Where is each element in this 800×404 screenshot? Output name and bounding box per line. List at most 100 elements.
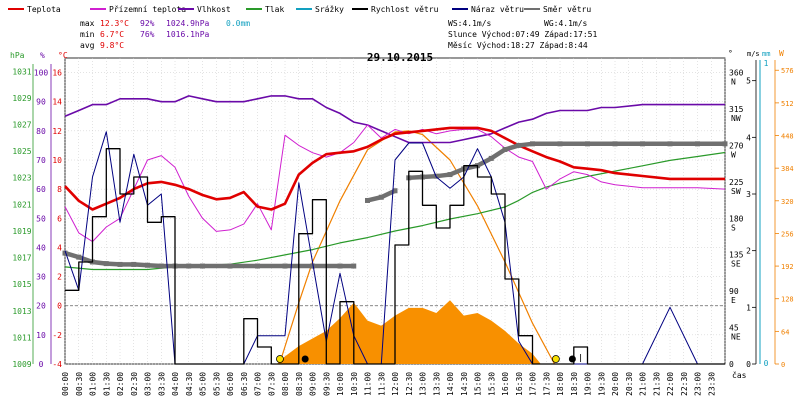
- tick-hpa: 1029: [12, 94, 31, 103]
- stats-moon: Měsíc Východ:18:27 Západ:8:44: [448, 41, 588, 50]
- stats-pressure: 1016.1hPa: [166, 30, 210, 39]
- series-line-temperature: [64, 126, 725, 211]
- moon-marker: [301, 355, 309, 363]
- stats-sun: Slunce Východ:07:49 Západ:17:51: [448, 30, 597, 39]
- tick-time: 08:30: [295, 372, 304, 396]
- stats-temp: 6.7°C: [100, 30, 124, 39]
- tick-hpa: 1025: [12, 147, 31, 156]
- tick-w: 0: [781, 361, 785, 369]
- tick-time: 19:30: [597, 372, 606, 396]
- radiation-area: [276, 300, 541, 364]
- tick-time: 11:30: [377, 372, 386, 396]
- tick-time: 14:00: [446, 372, 455, 396]
- sun-marker: [551, 355, 560, 363]
- axis-unit-deg: °: [728, 49, 733, 58]
- tick-c: 2: [57, 273, 62, 282]
- tick-hpa: 1023: [12, 174, 31, 183]
- tick-time: 02:00: [116, 372, 125, 396]
- tick-deg: 225: [729, 178, 744, 187]
- tick-time: 16:00: [501, 372, 510, 396]
- tick-time: 17:00: [529, 372, 538, 396]
- tick-time: 02:30: [130, 372, 139, 396]
- direction-segment: [366, 195, 382, 203]
- tick-mm: 0: [764, 359, 769, 368]
- stats-humidity: 92%: [140, 19, 155, 28]
- tick-deg: 180: [729, 214, 744, 223]
- tick-c: 14: [52, 98, 62, 107]
- tick-pct: 30: [36, 273, 46, 282]
- stats-pressure: 1024.9hPa: [166, 19, 210, 28]
- legend-label: Směr větru: [543, 5, 591, 14]
- legend-label: Srážky: [315, 5, 344, 14]
- tick-time: 09:00: [309, 372, 318, 396]
- tick-time: 05:00: [199, 372, 208, 396]
- tick-time: 15:30: [487, 372, 496, 396]
- tick-dir: N: [731, 78, 736, 87]
- tick-time: 08:00: [281, 372, 290, 396]
- axis-unit-hpa: hPa: [10, 51, 25, 60]
- tick-c: 8: [57, 185, 62, 194]
- tick-deg: 360: [729, 69, 744, 78]
- tick-ms: 3: [746, 190, 751, 199]
- tick-w: 64: [781, 328, 789, 336]
- legend-label: Teplota: [27, 5, 61, 14]
- tick-time: 12:30: [405, 372, 414, 396]
- stats-humidity: 76%: [140, 30, 155, 39]
- tick-time: 22:30: [680, 372, 689, 396]
- legend-label: Tlak: [265, 5, 284, 14]
- tick-time: 20:00: [611, 372, 620, 396]
- tick-deg: 270: [729, 141, 744, 150]
- direction-segment: [408, 174, 423, 181]
- tick-deg: 135: [729, 251, 744, 260]
- tick-time: 12:00: [391, 372, 400, 396]
- chart-title: 29.10.2015: [367, 51, 433, 64]
- tick-time: 23:30: [707, 372, 716, 396]
- tick-hpa: 1019: [12, 227, 31, 236]
- direction-segment: [106, 261, 121, 267]
- tick-time: 20:30: [625, 372, 634, 396]
- tick-c: -4: [52, 360, 62, 369]
- tick-deg: 0: [729, 360, 734, 369]
- tick-pct: 100: [34, 69, 49, 78]
- axis-unit-ms: m/s: [747, 50, 760, 58]
- tick-dir: NE: [731, 333, 741, 342]
- direction-segment: [518, 141, 533, 148]
- tick-time: 10:30: [350, 372, 359, 396]
- tick-time: 03:00: [144, 372, 153, 396]
- tick-time: 22:00: [666, 372, 675, 396]
- tick-time: 14:30: [460, 372, 469, 396]
- series-line-ground-temp: [64, 124, 726, 243]
- tick-pct: 40: [36, 243, 46, 252]
- tick-ms: 4: [746, 133, 751, 142]
- tick-time: 11:00: [364, 372, 373, 396]
- tick-deg: 90: [729, 287, 739, 296]
- tick-w: 384: [781, 165, 794, 173]
- tick-time: 18:00: [556, 372, 565, 396]
- direction-segment: [78, 255, 94, 265]
- tick-pct: 10: [36, 331, 46, 340]
- tick-time: 21:00: [639, 372, 648, 396]
- tick-c: 16: [52, 69, 62, 78]
- stats-ws: WS:4.1m/s: [448, 19, 492, 28]
- tick-c: 12: [52, 127, 62, 136]
- axis-unit-pct: %: [40, 51, 45, 60]
- tick-hpa: 1013: [12, 307, 31, 316]
- direction-segment: [92, 259, 107, 266]
- tick-hpa: 1015: [12, 280, 31, 289]
- tick-time: 10:00: [336, 372, 345, 396]
- axis-unit-w: W: [779, 49, 784, 58]
- direction-segment: [449, 166, 465, 177]
- tick-time: 09:30: [322, 372, 331, 396]
- tick-c: 0: [57, 302, 62, 311]
- moon-marker: [568, 355, 576, 363]
- tick-pct: 60: [36, 185, 46, 194]
- tick-dir: SE: [731, 260, 741, 269]
- tick-time: 21:30: [652, 372, 661, 396]
- tick-time: 07:30: [267, 372, 276, 396]
- tick-hpa: 1021: [12, 200, 31, 209]
- tick-ms: 0: [746, 360, 751, 369]
- stats-label: max: [80, 19, 95, 28]
- tick-time: 15:00: [474, 372, 483, 396]
